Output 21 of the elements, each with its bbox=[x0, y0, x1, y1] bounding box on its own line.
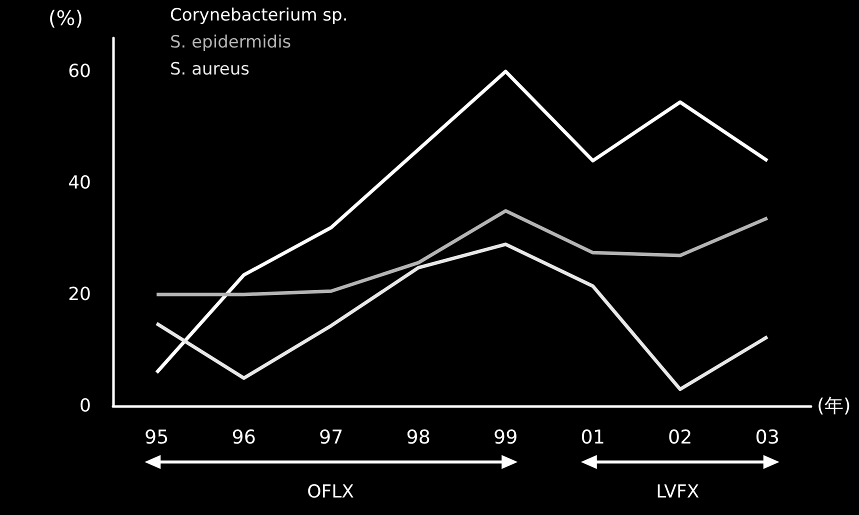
y-axis-title: (%) bbox=[48, 6, 83, 30]
x-axis-title: (年) bbox=[817, 395, 851, 417]
text: S. aureus bbox=[170, 60, 250, 80]
x-tick-label: 01 bbox=[580, 426, 605, 448]
text: LVFX bbox=[656, 482, 700, 502]
x-tick-label: 97 bbox=[319, 426, 344, 448]
x-tick-label: 96 bbox=[232, 426, 256, 448]
x-tick-label: 03 bbox=[755, 426, 780, 448]
x-tick-label: 99 bbox=[494, 426, 518, 448]
text: S. epidermidis bbox=[170, 32, 292, 52]
line-series bbox=[154, 209, 770, 296]
text: OFLX bbox=[307, 482, 354, 502]
text: Corynebacterium sp. bbox=[170, 6, 348, 26]
line-series bbox=[154, 242, 770, 392]
y-tick-label: 0 bbox=[80, 396, 91, 416]
x-tick-label: 02 bbox=[668, 426, 692, 448]
y-tick-label: 60 bbox=[68, 60, 91, 82]
y-tick-label: 40 bbox=[68, 172, 91, 194]
x-tick-label: 98 bbox=[406, 426, 430, 448]
x-tick-label: 95 bbox=[144, 426, 169, 448]
y-tick-label: 20 bbox=[68, 284, 91, 305]
